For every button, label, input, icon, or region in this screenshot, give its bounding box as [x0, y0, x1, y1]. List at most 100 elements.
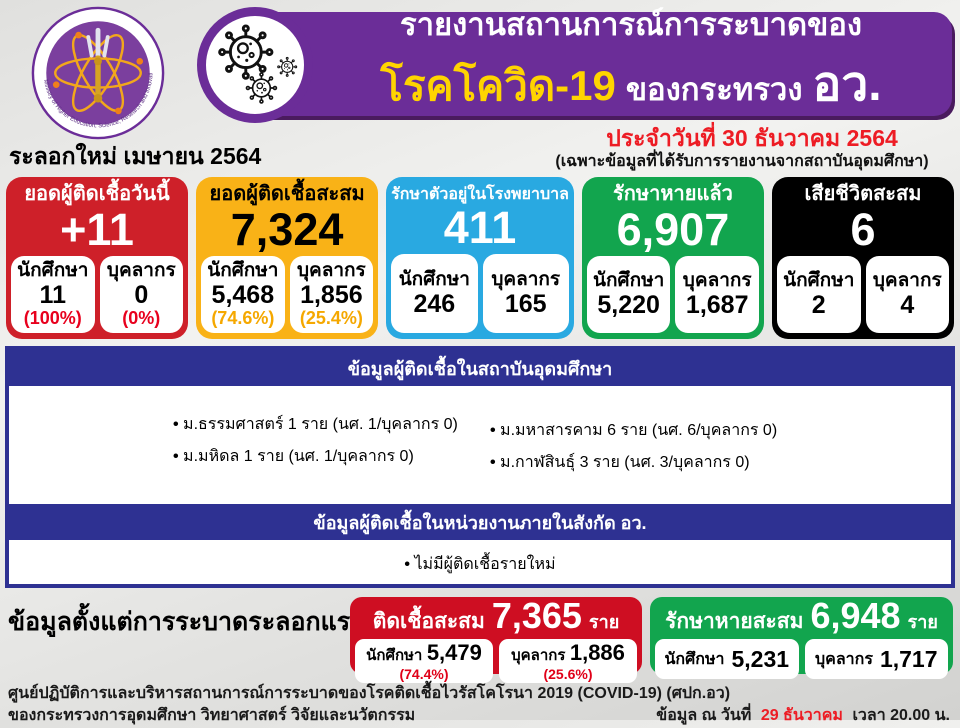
- infection-detail-panel: ข้อมูลผู้ติดเชื้อในสถาบันอุดมศึกษา ม.ธรร…: [5, 346, 955, 588]
- pill-label: นักศึกษา: [593, 269, 665, 291]
- pill-label: บุคลากร: [296, 259, 366, 281]
- pill-label: บุคลากร: [872, 269, 942, 291]
- pill-value: 11: [39, 280, 66, 309]
- pill-label: บุคลากร: [815, 650, 873, 668]
- pill-value: 1,717: [879, 645, 938, 672]
- card-value: 7,324: [230, 204, 344, 255]
- footer-org-line2: ของกระทรวงการอุดมศึกษา วิทยาศาสตร์ วิจัย…: [8, 707, 416, 724]
- pill-value: 5,479: [426, 640, 482, 665]
- agencies-section-header: ข้อมูลผู้ติดเชื้อในหน่วยงานภายในสังกัด อ…: [9, 504, 951, 540]
- students-pill: นักศึกษา 5,468 (74.6%): [201, 255, 285, 333]
- report-date: ประจำวันที่ 30 ธันวาคม 2564: [606, 125, 898, 151]
- recovered-breakdown: นักศึกษา 5,231 บุคลากร 1,717: [655, 639, 948, 679]
- card-title: เสียชีวิตสะสม: [804, 183, 922, 205]
- card-value: 6,907: [616, 204, 730, 255]
- report-note: (เฉพาะข้อมูลที่ได้รับการรายงานจากสถาบันอ…: [555, 153, 929, 170]
- pill-value: 1,687: [685, 290, 749, 319]
- pill-value: 4: [900, 290, 915, 319]
- disease-name: โรคโควิด-19: [380, 61, 616, 109]
- pill-value: 2: [811, 290, 826, 319]
- students-pill: นักศึกษา 246: [391, 253, 478, 333]
- infected-label: ติดเชื้อสะสม: [372, 610, 485, 633]
- pill-value: 5,220: [597, 290, 660, 319]
- pill-value: 1,886: [569, 640, 625, 665]
- students-pill: นักศึกษา 5,231: [655, 639, 799, 679]
- stat-card-cumulative-cases: ยอดผู้ติดเชื้อสะสม 7,324 นักศึกษา 5,468 …: [196, 177, 379, 339]
- footer-org-line1: ศูนย์ปฏิบัติการและบริหารสถานการณ์การระบา…: [8, 685, 731, 702]
- wave-label: ระลอกใหม่ เมษายน 2564: [9, 143, 262, 169]
- stat-cards-row: ยอดผู้ติดเชื้อวันนี้ +11 นักศึกษา 11 (10…: [6, 177, 955, 339]
- first-wave-infected-box: ติดเชื้อสะสม 7,365 ราย นักศึกษา 5,479 (7…: [350, 597, 642, 684]
- infected-value: 7,365: [491, 595, 582, 636]
- ministry-abbrev: อว.: [812, 57, 882, 111]
- coronavirus-icon: [218, 24, 298, 104]
- pill-percent: (25.4%): [299, 308, 363, 329]
- universities-column-left: ม.ธรรมศาสตร์ 1 ราย (นศ. 1/บุคลากร 0) ม.ม…: [9, 386, 480, 504]
- list-item: ม.ธรรมศาสตร์ 1 ราย (นศ. 1/บุคลากร 0): [173, 412, 480, 437]
- students-pill: นักศึกษา 11 (100%): [11, 255, 95, 333]
- pill-value: 0: [134, 280, 149, 309]
- ministry-logo: Ministry of Higher Education, Science, R…: [28, 1, 166, 141]
- students-pill: นักศึกษา 5,479 (74.4%): [355, 639, 493, 684]
- title-banner: รายงานสถานการณ์การระบาดของ โรคโควิด-19 ข…: [240, 7, 952, 116]
- pill-label: บุคลากร: [491, 268, 561, 290]
- pill-label: นักศึกษา: [17, 259, 89, 281]
- pill-label: บุคลากร: [106, 259, 176, 281]
- card-breakdown: นักศึกษา 11 (100%) บุคลากร 0 (0%): [11, 255, 184, 333]
- pill-percent: (74.6%): [211, 308, 275, 329]
- pill-value: 5,468: [211, 280, 275, 309]
- infected-summary-row: ติดเชื้อสะสม 7,365 ราย: [355, 598, 637, 638]
- card-title: รักษาตัวอยู่ในโรงพยาบาล: [391, 186, 569, 203]
- stat-card-hospitalized: รักษาตัวอยู่ในโรงพยาบาล 411 นักศึกษา 246…: [386, 177, 574, 339]
- universities-column-right: ม.มหาสารคาม 6 ราย (นศ. 6/บุคลากร 0) ม.กา…: [480, 386, 951, 504]
- recovered-summary-row: รักษาหายสะสม 6,948 ราย: [655, 598, 948, 638]
- list-item: ม.มหิดล 1 ราย (นศ. 1/บุคลากร 0): [173, 444, 480, 469]
- virus-badge: [197, 7, 313, 123]
- pill-label: นักศึกษา: [664, 650, 725, 668]
- asof-suffix: เวลา 20.00 น.: [852, 707, 950, 724]
- card-breakdown: นักศึกษา 246 บุคลากร 165: [391, 253, 569, 333]
- pill-value: 165: [504, 289, 547, 318]
- recovered-value: 6,948: [810, 595, 901, 636]
- pill-percent: (0%): [122, 308, 161, 329]
- recovered-unit: ราย: [907, 612, 938, 632]
- list-item: ม.มหาสารคาม 6 ราย (นศ. 6/บุคลากร 0): [490, 418, 951, 443]
- pill-label: บุคลากร: [682, 269, 752, 291]
- stat-card-deaths: เสียชีวิตสะสม 6 นักศึกษา 2 บุคลากร 4: [771, 177, 955, 339]
- pill-label: นักศึกษา: [207, 259, 279, 281]
- staff-pill: บุคลากร 0 (0%): [99, 255, 184, 333]
- pill-label: บุคลากร: [511, 647, 566, 664]
- footer-row: ของกระทรวงการอุดมศึกษา วิทยาศาสตร์ วิจัย…: [8, 703, 950, 728]
- pill-label: นักศึกษา: [398, 268, 470, 290]
- ministry-of-text: ของกระทรวง: [625, 71, 803, 107]
- recovered-label: รักษาหายสะสม: [665, 610, 804, 633]
- card-title: รักษาหายแล้ว: [613, 183, 733, 205]
- pill-label: นักศึกษา: [366, 647, 423, 664]
- agencies-note-area: ไม่มีผู้ติดเชื้อรายใหม่: [9, 540, 951, 584]
- stat-card-new-cases: ยอดผู้ติดเชื้อวันนี้ +11 นักศึกษา 11 (10…: [6, 177, 189, 339]
- asof-prefix: ข้อมูล ณ วันที่: [656, 707, 752, 724]
- staff-pill: บุคลากร 165: [482, 253, 569, 333]
- staff-pill: บุคลากร 1,856 (25.4%): [289, 255, 374, 333]
- infected-unit: ราย: [588, 612, 620, 632]
- card-value: 6: [850, 204, 876, 255]
- pill-value: 246: [413, 289, 456, 318]
- card-breakdown: นักศึกษา 5,220 บุคลากร 1,687: [586, 255, 759, 333]
- card-breakdown: นักศึกษา 5,468 (74.6%) บุคลากร 1,856 (25…: [201, 255, 374, 333]
- universities-section-header: ข้อมูลผู้ติดเชื้อในสถาบันอุดมศึกษา: [9, 350, 951, 386]
- report-title-line1: รายงานสถานการณ์การระบาดของ: [399, 7, 863, 43]
- universities-list: ม.ธรรมศาสตร์ 1 ราย (นศ. 1/บุคลากร 0) ม.ม…: [9, 386, 951, 504]
- card-title: ยอดผู้ติดเชื้อวันนี้: [24, 183, 170, 205]
- staff-pill: บุคลากร 4: [865, 255, 950, 333]
- students-pill: นักศึกษา 5,220: [586, 255, 671, 333]
- card-value: +11: [60, 204, 134, 255]
- pill-value: 5,231: [731, 645, 790, 672]
- asof-date: 29 ธันวาคม: [760, 707, 843, 724]
- stat-card-recovered: รักษาหายแล้ว 6,907 นักศึกษา 5,220 บุคลาก…: [581, 177, 764, 339]
- pill-percent: (25.6%): [543, 666, 593, 682]
- data-asof: ข้อมูล ณ วันที่ 29 ธันวาคม เวลา 20.00 น.: [656, 703, 950, 728]
- list-item: ม.กาฬสินธุ์ 3 ราย (นศ. 3/บุคลากร 0): [490, 450, 951, 475]
- staff-pill: บุคลากร 1,886 (25.6%): [499, 639, 637, 684]
- card-breakdown: นักศึกษา 2 บุคลากร 4: [776, 255, 950, 333]
- pill-label: นักศึกษา: [783, 269, 855, 291]
